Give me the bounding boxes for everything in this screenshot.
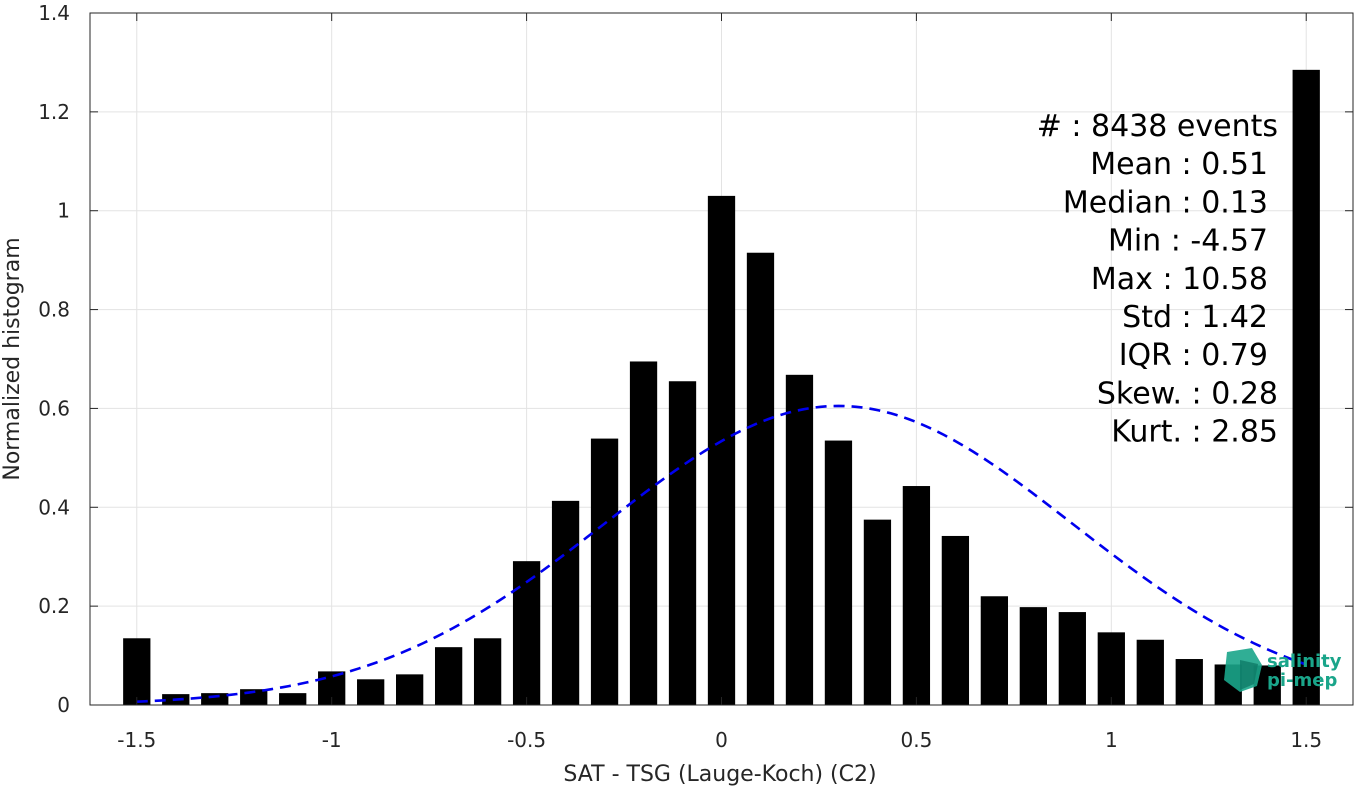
stat-line: IQR : 0.79 — [1119, 338, 1268, 373]
histogram-bar — [902, 486, 931, 705]
histogram-bar — [707, 195, 736, 705]
histogram-bar — [201, 693, 229, 705]
stat-line: Median : 0.13 — [1063, 185, 1268, 220]
y-tick-label: 1.2 — [38, 100, 70, 124]
histogram-bar — [434, 647, 463, 705]
histogram-bar — [746, 252, 775, 705]
y-tick-labels: 0 0.2 0.4 0.6 0.8 1 1.2 1.4 — [38, 1, 70, 717]
y-tick-label: 0 — [57, 693, 70, 717]
x-tick-label: 0.5 — [901, 728, 933, 752]
y-tick-label: 0.2 — [38, 594, 70, 618]
histogram-bar — [1058, 612, 1086, 705]
x-axis-title: SAT - TSG (Lauge-Koch) (C2) — [563, 762, 876, 787]
x-tick-label: -0.5 — [507, 728, 546, 752]
histogram-bar — [1019, 607, 1047, 705]
y-tick-label: 0.8 — [38, 298, 70, 322]
x-tick-label: 1.5 — [1290, 728, 1322, 752]
y-tick-label: 0.6 — [38, 396, 70, 420]
x-tick-label: -1 — [322, 728, 342, 752]
histogram-bar — [863, 519, 892, 705]
histogram-bar — [473, 638, 502, 705]
x-tick-label: 0 — [715, 728, 728, 752]
cube-icon-face — [1240, 660, 1258, 690]
normal-fit-curve — [136, 404, 1307, 703]
histogram-bar — [590, 438, 619, 705]
histogram-bar — [551, 500, 580, 705]
stat-line: Skew. : 0.28 — [1097, 376, 1278, 411]
axis-ticks — [90, 12, 1353, 706]
x-tick-label: 1 — [1105, 728, 1118, 752]
histogram-bar — [824, 440, 853, 705]
histogram-bar — [785, 374, 814, 705]
histogram-bar — [396, 674, 424, 705]
y-axis-title: Normalized histogram — [0, 237, 25, 480]
stat-line: Mean : 0.51 — [1090, 147, 1268, 182]
y-tick-label: 0.4 — [38, 495, 70, 519]
histogram-bar — [629, 361, 658, 705]
histogram-bar — [357, 679, 385, 705]
histogram-bar — [1292, 69, 1320, 706]
stat-line: Min : -4.57 — [1108, 224, 1268, 259]
histogram-bar — [1175, 659, 1203, 705]
histogram-bar — [1097, 632, 1125, 705]
y-tick-label: 1.4 — [38, 1, 70, 25]
stat-line: # : 8438 events — [1037, 109, 1278, 144]
stat-line: Std : 1.42 — [1122, 300, 1268, 335]
histogram-bar — [512, 561, 541, 705]
salinity-pimep-logo: salinity pi-mep — [1224, 648, 1342, 692]
histogram-bar — [980, 596, 1009, 705]
logo-line1: salinity — [1267, 651, 1342, 672]
y-tick-label: 1 — [57, 199, 70, 223]
histogram-bar — [1136, 639, 1164, 705]
logo-line2: pi-mep — [1267, 670, 1337, 691]
stat-line: Max : 10.58 — [1091, 262, 1268, 297]
x-tick-label: -1.5 — [117, 728, 156, 752]
histogram-bar — [941, 535, 970, 705]
histogram-bars — [123, 69, 1320, 706]
histogram-bar — [279, 693, 307, 705]
histogram-bar — [123, 638, 151, 705]
histogram-bar — [668, 381, 697, 705]
stat-line: Kurt. : 2.85 — [1111, 415, 1278, 450]
x-tick-labels: -1.5 -1 -0.5 0 0.5 1 1.5 — [117, 728, 1322, 752]
